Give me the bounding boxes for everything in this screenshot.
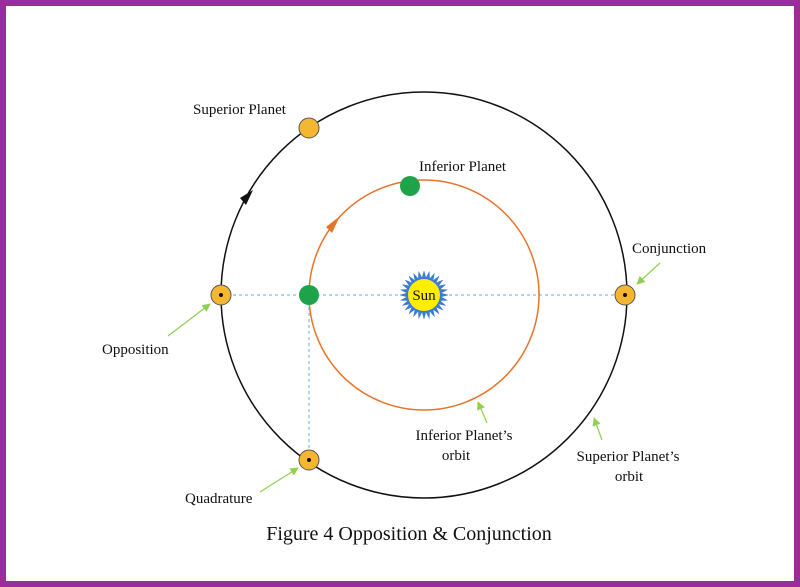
superior-orbit-label-line2: orbit — [615, 469, 644, 485]
inferior-planet-label: Inferior Planet — [419, 159, 507, 175]
superior-orbit-direction-arrow — [240, 190, 253, 205]
inferior-orbit-label-line1: Inferior Planet’s — [415, 428, 512, 444]
superior-planet-conjunction — [614, 284, 636, 306]
figure-caption: Figure 4 Opposition & Conjunction — [266, 523, 552, 545]
superior-orbit-pointer-arrow — [592, 417, 603, 441]
opposition-label: Opposition — [102, 342, 169, 358]
opposition-pointer-arrow — [167, 303, 211, 337]
inferior-orbit-pointer-arrow — [477, 401, 488, 424]
superior-planet-quadrature — [298, 449, 320, 471]
conjunction-label: Conjunction — [632, 241, 707, 257]
superior-planet — [298, 117, 320, 139]
sun-body — [408, 279, 440, 311]
quadrature-label: Quadrature — [185, 491, 253, 507]
sun-label: Sun — [412, 288, 436, 304]
quadrature-pointer-arrow — [259, 467, 299, 493]
superior-planet-label: Superior Planet — [193, 102, 287, 118]
inferior-planet-aligned — [299, 285, 319, 305]
inferior-planet — [400, 176, 420, 196]
superior-orbit-label-line1: Superior Planet’s — [577, 449, 680, 465]
inferior-orbit-label-line2: orbit — [442, 448, 471, 464]
superior-planet-opposition — [210, 284, 232, 306]
conjunction-dot — [623, 293, 627, 297]
conjunction-pointer-arrow — [636, 262, 661, 285]
sun: Sun — [399, 270, 449, 320]
opposition-dot — [219, 293, 223, 297]
inferior-orbit-direction-arrow — [326, 216, 340, 233]
quadrature-dot — [307, 458, 311, 462]
